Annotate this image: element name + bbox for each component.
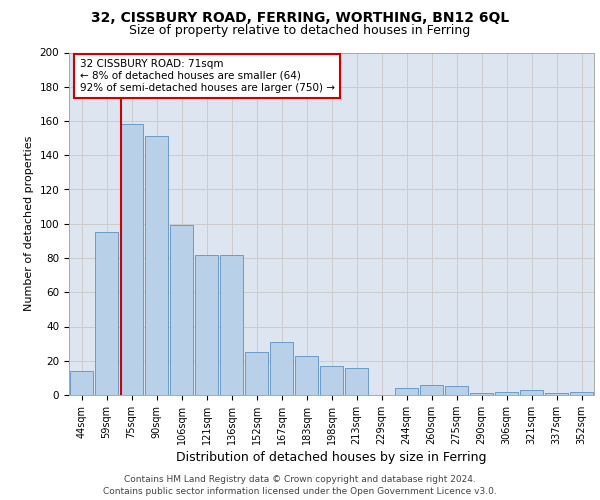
Bar [570,392,593,395]
Bar [395,388,418,395]
Bar [445,386,468,395]
Bar [95,232,118,395]
Bar [520,390,543,395]
Bar [120,124,143,395]
Text: Size of property relative to detached houses in Ferring: Size of property relative to detached ho… [130,24,470,37]
Bar [495,392,518,395]
Bar [195,254,218,395]
Text: Contains HM Land Registry data © Crown copyright and database right 2024.
Contai: Contains HM Land Registry data © Crown c… [103,475,497,496]
Bar [70,371,93,395]
Bar [245,352,268,395]
X-axis label: Distribution of detached houses by size in Ferring: Distribution of detached houses by size … [176,451,487,464]
Text: 32, CISSBURY ROAD, FERRING, WORTHING, BN12 6QL: 32, CISSBURY ROAD, FERRING, WORTHING, BN… [91,11,509,25]
Bar [345,368,368,395]
Bar [170,226,193,395]
Bar [545,394,568,395]
Bar [320,366,343,395]
Y-axis label: Number of detached properties: Number of detached properties [24,136,34,312]
Bar [220,254,243,395]
Bar [145,136,168,395]
Text: 32 CISSBURY ROAD: 71sqm
← 8% of detached houses are smaller (64)
92% of semi-det: 32 CISSBURY ROAD: 71sqm ← 8% of detached… [79,60,335,92]
Bar [420,384,443,395]
Bar [295,356,318,395]
Bar [270,342,293,395]
Bar [470,394,493,395]
